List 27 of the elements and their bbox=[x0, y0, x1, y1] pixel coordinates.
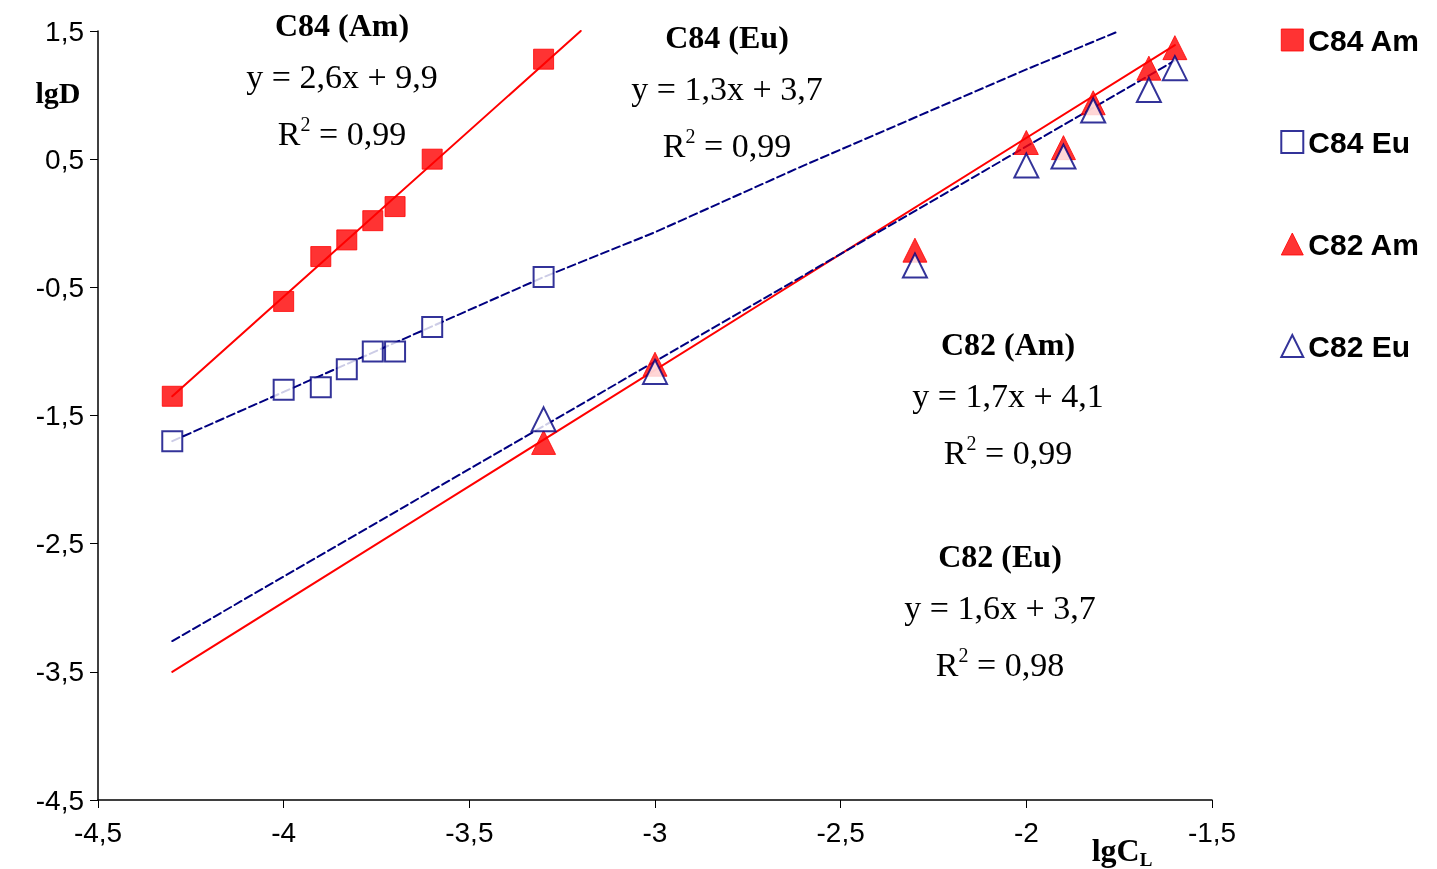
annotation: y = 1,6x + 3,7 bbox=[904, 588, 1096, 626]
y-axis-title: lgD bbox=[35, 75, 81, 109]
y-tick-label: 0,5 bbox=[45, 143, 84, 175]
y-tick-label: 1,5 bbox=[45, 15, 84, 47]
annotation: C82 (Am) bbox=[940, 326, 1076, 362]
x-tick-label: -2 bbox=[1013, 816, 1039, 848]
legend-label: C84 Eu bbox=[1308, 125, 1411, 159]
y-tick-label: -2,5 bbox=[35, 528, 84, 560]
legend-label: C84 Am bbox=[1308, 23, 1419, 57]
y-tick-label: -1,5 bbox=[35, 400, 84, 431]
y-tick-label: -0,5 bbox=[35, 271, 84, 303]
x-tick-label: -3 bbox=[642, 816, 668, 848]
annotation: y = 1,3x + 3,7 bbox=[631, 69, 823, 107]
x-tick-label: -3,5 bbox=[445, 816, 494, 848]
legend-label: C82 Am bbox=[1308, 227, 1419, 261]
y-tick-label: -4,5 bbox=[35, 784, 84, 816]
annotation: C82 (Eu) bbox=[938, 538, 1062, 574]
annotation: C84 (Am) bbox=[274, 7, 410, 43]
annotation: y = 2,6x + 9,9 bbox=[246, 57, 438, 95]
legend-label: C82 Eu bbox=[1308, 329, 1411, 363]
annotation: y = 1,7x + 4,1 bbox=[912, 376, 1104, 414]
annotation: C84 (Eu) bbox=[665, 19, 789, 55]
x-tick-label: -1,5 bbox=[1187, 816, 1237, 848]
x-tick-label: -2,5 bbox=[816, 816, 865, 848]
y-tick-label: -3,5 bbox=[35, 656, 84, 688]
x-tick-label: -4 bbox=[271, 816, 297, 848]
x-tick-label: -4,5 bbox=[73, 816, 123, 848]
